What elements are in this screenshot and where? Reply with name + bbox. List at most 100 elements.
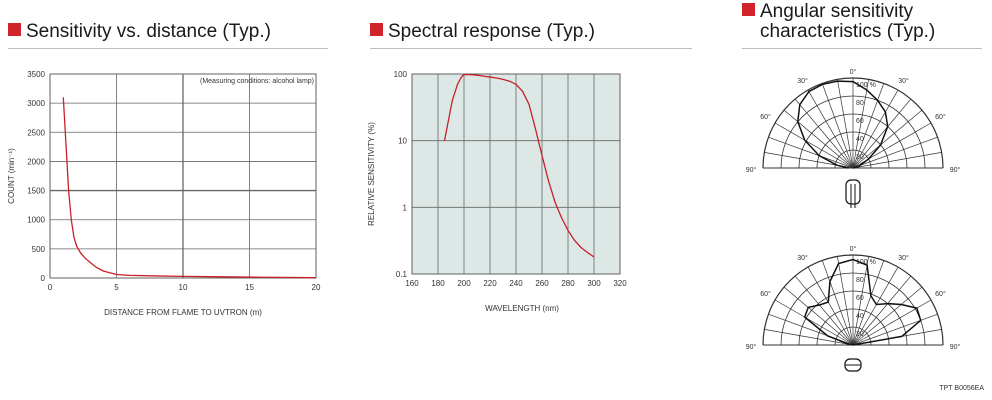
radial-label: 100 % (856, 259, 876, 266)
angle-label: 0° (850, 68, 857, 76)
angle-label: 30° (898, 254, 909, 262)
radial-label: 100 % (856, 82, 876, 89)
polar-spoke (852, 286, 923, 346)
angular-pattern-curve (803, 258, 922, 346)
angular-chart: 20 40 60 80 100 % 0° 30° 30° 60° 60° 90° 90° 20 40 60 8… (746, 68, 961, 372)
y-axis-label: COUNT (min⁻¹) (7, 148, 16, 204)
y-tick-label: 2500 (27, 128, 45, 137)
x-tick-label: 320 (613, 279, 627, 288)
spectral-title-text: Spectral response (Typ.) (388, 21, 595, 42)
bullet-square-icon (370, 23, 383, 36)
x-tick-label: 240 (509, 279, 523, 288)
x-tick-label: 180 (431, 279, 445, 288)
polar-spoke (852, 266, 899, 346)
x-axis-label: WAVELENGTH (nm) (485, 304, 559, 313)
polar-spoke (764, 329, 854, 346)
angular-title-line2: characteristics (Typ.) (760, 21, 936, 42)
radial-label: 80 (856, 100, 864, 107)
polar-spoke (852, 79, 869, 169)
angular-pattern-curve (797, 80, 889, 169)
y-tick-label: 2000 (27, 157, 45, 166)
angle-label: 90° (746, 343, 757, 351)
polar-spoke (837, 256, 854, 346)
angle-label: 60° (935, 113, 946, 121)
polar-spoke (774, 299, 854, 346)
radial-label: 20 (856, 331, 864, 338)
angular-title-line1: Angular sensitivity (760, 1, 914, 22)
bullet-square-icon (742, 3, 755, 16)
polar-spoke (852, 260, 885, 346)
radial-label: 40 (856, 136, 864, 143)
angle-label: 30° (898, 77, 909, 85)
angle-label: 90° (950, 166, 961, 174)
polar-diagram-side-on: 20 40 60 80 100 % 0° 30° 30° 60° 60° 90° 90° (746, 68, 961, 208)
polar-spoke (821, 83, 854, 169)
x-tick-label: 260 (535, 279, 549, 288)
polar-spoke (794, 98, 854, 169)
sensitivity-chart: 0 5 10 15 20 0 500 1000 1500 2000 2500 3000 3500 (Mea… (7, 70, 321, 317)
polar-spoke (852, 313, 938, 346)
sensitivity-title: Sensitivity vs. distance (Typ.) (8, 22, 271, 42)
polar-spoke (852, 83, 885, 169)
radial-label: 80 (856, 277, 864, 284)
sensitivity-curve (62, 97, 317, 279)
spectral-curve (443, 73, 595, 258)
y-tick-label: 1500 (27, 187, 45, 196)
polar-spoke (852, 299, 932, 346)
y-tick-label: 100 (394, 70, 408, 79)
x-tick-label: 5 (114, 283, 119, 292)
angle-label: 30° (797, 254, 808, 262)
polar-spoke (794, 275, 854, 346)
polar-spoke (774, 122, 854, 169)
y-tick-label: 500 (32, 245, 46, 254)
polar-diagram-end-on: 20 40 60 80 100 % 0° 30° 30° 60° 60° 90° 90° (746, 245, 961, 372)
y-tick-label: 3000 (27, 99, 45, 108)
polar-spoke (852, 98, 912, 169)
radial-label: 20 (856, 154, 864, 161)
polar-spoke (807, 89, 854, 169)
angle-label: 60° (935, 290, 946, 298)
sensitivity-title-text: Sensitivity vs. distance (Typ.) (26, 21, 271, 42)
angle-label: 60° (760, 290, 771, 298)
y-axis-label: RELATIVE SENSITIVITY (%) (367, 122, 376, 226)
bullet-square-icon (8, 23, 21, 36)
title-rule (742, 48, 982, 49)
polar-spoke (852, 256, 869, 346)
y-tick-label: 1 (403, 203, 408, 212)
angular-title-2: characteristics (Typ.) (760, 22, 935, 42)
angle-label: 60° (760, 113, 771, 121)
polar-spoke (852, 89, 899, 169)
x-axis-label: DISTANCE FROM FLAME TO UVTRON (m) (104, 308, 262, 317)
polar-spoke (821, 260, 854, 346)
y-tick-label: 0.1 (396, 270, 408, 279)
polar-spoke (783, 109, 854, 169)
spectral-title: Spectral response (Typ.) (370, 22, 595, 42)
angle-label: 90° (950, 343, 961, 351)
angular-title: Angular sensitivity (742, 2, 913, 22)
x-tick-label: 10 (179, 283, 188, 292)
spectral-chart: 160 180 200 220 240 260 280 300 320 0.1 1 10 100 WAVE… (367, 70, 627, 313)
angle-label: 90° (746, 166, 757, 174)
polar-spoke (852, 152, 942, 169)
radial-label: 60 (856, 295, 864, 302)
y-tick-label: 3500 (27, 70, 45, 79)
x-tick-label: 300 (587, 279, 601, 288)
x-tick-label: 200 (457, 279, 471, 288)
y-tick-label: 0 (41, 274, 46, 283)
title-rule (8, 48, 328, 49)
polar-spoke (837, 79, 854, 169)
tube-side-icon (845, 179, 861, 205)
polar-spoke (768, 136, 854, 169)
x-tick-label: 160 (405, 279, 419, 288)
title-rule (370, 48, 692, 49)
angle-label: 0° (850, 245, 857, 253)
y-tick-label: 1000 (27, 216, 45, 225)
angle-label: 30° (797, 77, 808, 85)
polar-spoke (852, 136, 938, 169)
x-tick-label: 20 (312, 283, 321, 292)
polar-spoke (852, 275, 912, 346)
x-tick-label: 280 (561, 279, 575, 288)
polar-spoke (807, 266, 854, 346)
radial-label: 40 (856, 313, 864, 320)
polar-spoke (852, 109, 923, 169)
